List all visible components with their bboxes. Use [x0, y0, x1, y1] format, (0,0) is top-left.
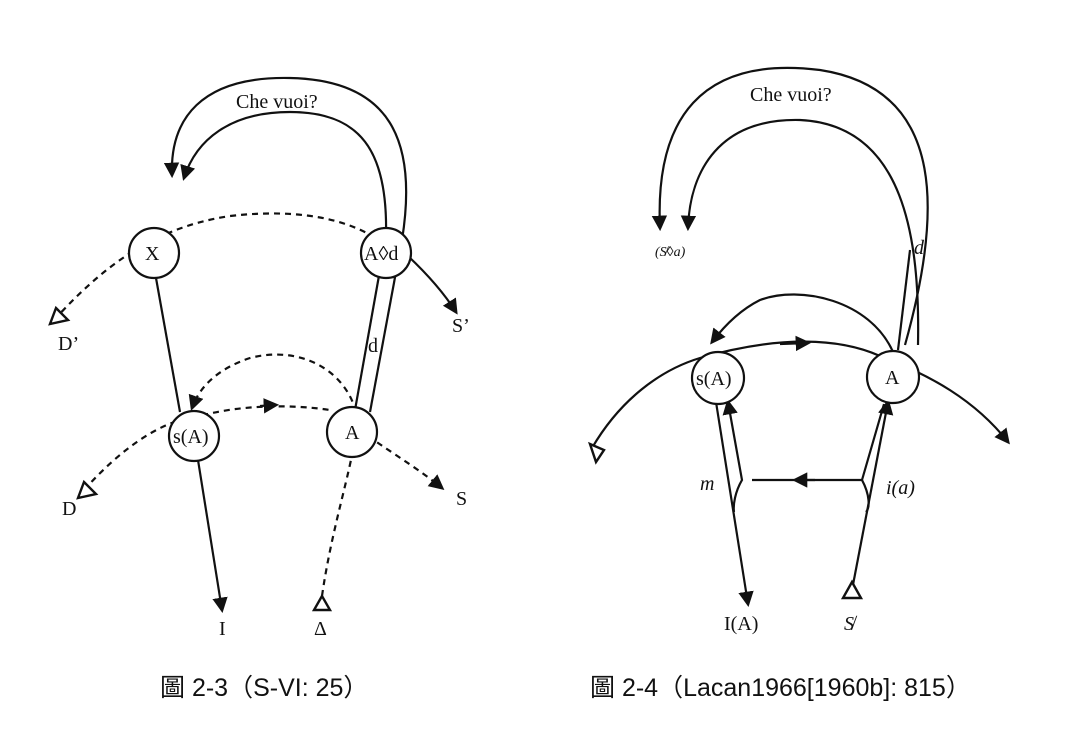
node-a	[325, 405, 379, 459]
d-prime-label: D’	[58, 333, 79, 355]
che-vuoi-outer-arc	[163, 76, 408, 241]
caption-figure-2-4: 圖 2-4（Lacan1966[1960b]: 815）	[590, 674, 971, 702]
triangle-d-prime	[48, 305, 71, 326]
node-s-a-label-r: s(A)	[696, 368, 732, 390]
lower-arc-arrow	[259, 398, 280, 414]
right-branch-upper	[860, 403, 886, 481]
lower-dashed-right	[367, 435, 445, 490]
barred-s-a-label: (S̸◊a)	[655, 245, 686, 260]
a-upper-line	[896, 249, 912, 351]
left-branch-line	[714, 401, 754, 608]
node-s-a	[167, 409, 221, 463]
node-s-a-r	[690, 350, 746, 406]
lower-dashed-arc	[83, 405, 331, 491]
main-chain-arrow	[779, 335, 812, 352]
che-vuoi-inner-arc-r	[680, 118, 920, 346]
figure-2-3	[48, 76, 458, 614]
node-s-a-label: s(A)	[173, 426, 209, 448]
node-x	[127, 226, 181, 280]
triangle-barred-s	[840, 579, 864, 600]
triangle-d	[76, 479, 99, 500]
barred-s-label: S̸	[844, 613, 858, 635]
i-cap-a-label: I(A)	[724, 613, 758, 635]
i-bottom-label: I	[219, 618, 226, 640]
triangle-delta	[311, 593, 333, 612]
d-small-label-r: d	[914, 237, 925, 259]
return-arc-r	[710, 293, 895, 353]
triangle-left-r	[588, 441, 606, 465]
right-double-line-a	[353, 269, 382, 411]
right-branch-curve	[861, 479, 870, 513]
left-vertical-upper	[154, 277, 182, 413]
upper-right-exit	[407, 255, 458, 315]
d-small-label: d	[368, 335, 378, 357]
che-vuoi-inner-arc	[180, 110, 388, 237]
node-a-lozenge-d	[359, 226, 413, 280]
node-a-label: A	[345, 422, 360, 444]
i-a-label: i(a)	[886, 477, 915, 499]
right-branch-line	[850, 398, 894, 591]
main-chain-arc	[591, 340, 1010, 449]
d-cap-label: D	[62, 498, 76, 520]
che-vuoi-label-r: Che vuoi?	[750, 84, 832, 106]
figure-2-4	[588, 66, 1010, 608]
delta-label: Δ	[314, 618, 327, 640]
che-vuoi-label: Che vuoi?	[236, 91, 318, 113]
s-cap-label: S	[456, 488, 467, 510]
right-double-line-b	[368, 271, 398, 413]
upper-dashed-arc	[53, 212, 373, 321]
node-a-label-r: A	[885, 367, 900, 389]
caption-figure-2-3: 圖 2-3（S-VI: 25）	[160, 674, 369, 702]
figure-2-3-text: Che vuoi? X A◊d s(A) A D’ S’ d D S I Δ	[58, 91, 470, 640]
left-vertical-lower	[196, 459, 228, 614]
delta-dashed-line	[320, 454, 354, 597]
node-a-lozenge-d-label: A◊d	[364, 243, 398, 265]
node-x-label: X	[145, 243, 160, 265]
node-a-r	[865, 349, 921, 405]
che-vuoi-outer-arc-r	[651, 66, 929, 346]
s-prime-label: S’	[452, 315, 470, 337]
m-label: m	[700, 473, 714, 495]
dashed-return-loop	[188, 353, 358, 413]
